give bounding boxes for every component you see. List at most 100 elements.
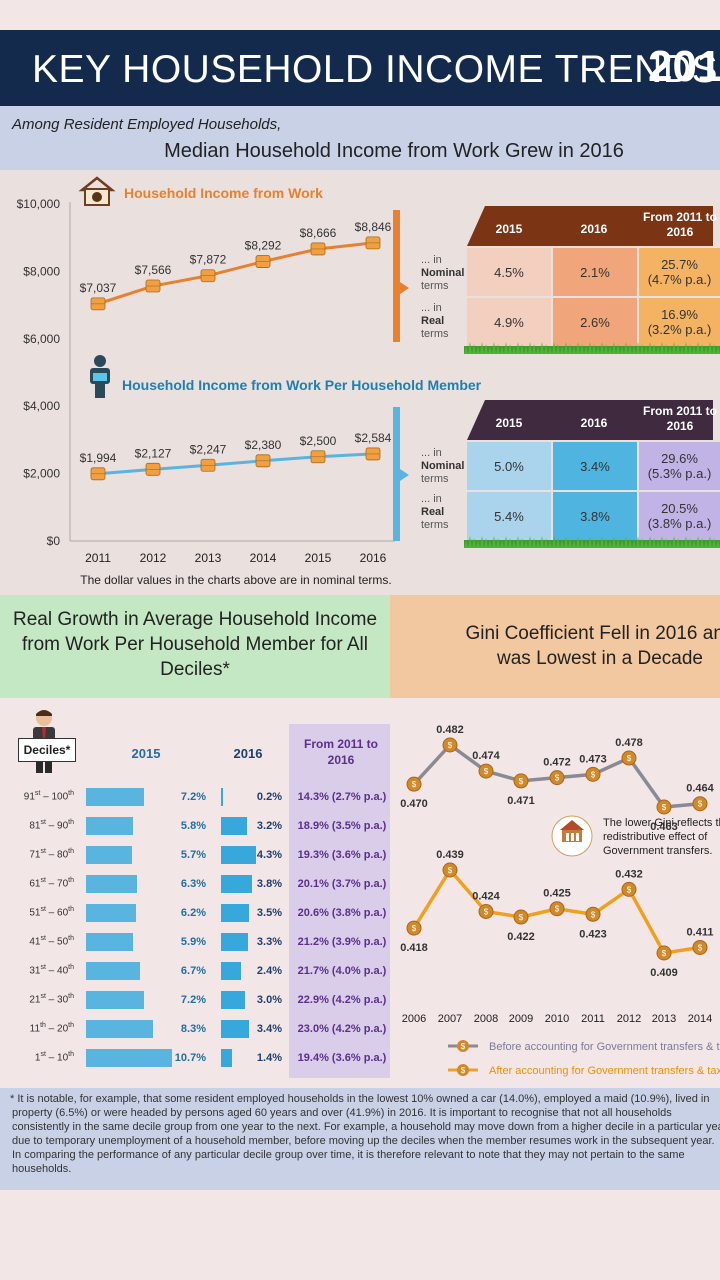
income-series-per-member-point <box>255 454 271 468</box>
value-from-2011: 19.4% (3.6% p.a.) <box>297 1052 387 1064</box>
gini-after-label: 0.423 <box>579 928 607 940</box>
decile-row: 1st – 10th 10.7% 1.4% 19.4% (3.6% p.a.) <box>0 1045 390 1073</box>
income-series-per-member-point <box>310 450 326 464</box>
svg-text:$: $ <box>448 741 453 750</box>
footnote-line-3: consistently in the same decile group fr… <box>12 1121 720 1133</box>
gini-before-point: $ <box>692 796 708 812</box>
svg-text:$: $ <box>519 777 524 786</box>
value-2015: 10.7% <box>174 1052 206 1064</box>
gini-before-point: $ <box>406 776 422 792</box>
income-x-tick: 2012 <box>140 551 167 565</box>
value-2015: 6.3% <box>180 878 206 890</box>
bar-2016 <box>221 1020 249 1038</box>
value-2016: 1.4% <box>256 1052 282 1064</box>
col-2015-header: 2015 <box>131 746 161 761</box>
gini-after-point: $ <box>513 909 529 925</box>
decile-row: 51st – 60th 6.2% 3.5% 20.6% (3.8% p.a.) <box>0 900 390 928</box>
decile-row: 61st – 70th 6.3% 3.8% 20.1% (3.7% p.a.) <box>0 871 390 899</box>
decile-label: 81st – 90th <box>29 819 74 832</box>
bar-2015 <box>86 904 136 922</box>
income-series-per-member-label: $2,247 <box>190 442 227 456</box>
t1-r1-from: 25.7% (4.7% p.a.) <box>639 248 720 296</box>
gini-header: Gini Coefficient Fell in 2016 and was Lo… <box>390 595 720 698</box>
value-2015: 5.7% <box>180 849 206 861</box>
income-series-household-label: $7,037 <box>80 281 117 295</box>
nominal-bracket-orange <box>393 210 400 342</box>
table2-header-2016: 2016 <box>580 416 608 430</box>
gini-annotation: The lower Gini reflects the redistributi… <box>603 817 720 857</box>
income-x-tick: 2011 <box>85 551 111 565</box>
value-from-2011: 21.2% (3.9% p.a.) <box>297 936 387 948</box>
bar-2016 <box>221 991 246 1009</box>
svg-text:$: $ <box>627 754 632 763</box>
decile-row: 81st – 90th 5.8% 3.2% 18.9% (3.5% p.a.) <box>0 813 390 841</box>
income-series-household-point <box>145 279 161 293</box>
from-column-bg <box>289 724 394 1078</box>
t1-r2-2016: 2.6% <box>553 298 637 346</box>
footnote-text: * It is notable, for example, that some … <box>10 1092 720 1176</box>
svg-text:$: $ <box>461 1042 466 1051</box>
value-2015: 5.8% <box>180 820 206 832</box>
income-series-household-label: $8,846 <box>355 220 392 234</box>
gini-after-point: $ <box>406 920 422 936</box>
gini-before-label: 0.474 <box>472 750 500 762</box>
gini-after-label: 0.432 <box>615 868 643 880</box>
bar-2015 <box>86 817 133 835</box>
svg-text:$: $ <box>484 908 489 917</box>
income-y-tick: $0 <box>47 534 61 548</box>
table1-row1-label: ... in Nominal terms <box>421 254 465 292</box>
t2-r2-2016: 3.8% <box>553 492 637 540</box>
value-2015: 7.2% <box>180 791 206 803</box>
gini-after-label: 0.411 <box>687 926 714 938</box>
value-from-2011: 14.3% (2.7% p.a.) <box>297 791 387 803</box>
t2-r2-from: 20.5% (3.8% p.a.) <box>639 492 720 540</box>
income-series-per-member-line <box>97 452 374 476</box>
value-from-2011: 18.9% (3.5% p.a.) <box>297 820 387 832</box>
value-from-2011: 20.6% (3.8% p.a.) <box>297 907 387 919</box>
gini-after-point: $ <box>549 901 565 917</box>
decile-label: 61st – 70th <box>29 877 74 890</box>
gini-before-point: $ <box>621 750 637 766</box>
decile-row: 91st – 100th 7.2% 0.2% 14.3% (2.7% p.a.) <box>0 784 390 812</box>
bar-2016 <box>221 933 248 951</box>
gini-before-point: $ <box>513 773 529 789</box>
gini-before-label: 0.482 <box>436 724 464 736</box>
gini-after-point: $ <box>621 881 637 897</box>
bar-2015 <box>86 846 132 864</box>
svg-text:$: $ <box>591 770 596 779</box>
income-series-household-point <box>365 236 381 250</box>
bar-2015 <box>86 788 144 806</box>
svg-text:$: $ <box>461 1066 466 1075</box>
legend-before-icon: $ <box>448 1040 478 1052</box>
value-from-2011: 20.1% (3.7% p.a.) <box>297 878 387 890</box>
decile-row: 31st – 40th 6.7% 2.4% 21.7% (4.0% p.a.) <box>0 958 390 986</box>
bar-2016 <box>221 817 248 835</box>
income-y-tick: $6,000 <box>23 332 60 346</box>
page-title: KEY HOUSEHOLD INCOME TRENDS <box>32 48 719 91</box>
income-series-household-line <box>97 241 374 306</box>
house-icon <box>78 176 116 206</box>
value-2016: 3.4% <box>256 1023 282 1035</box>
gini-x-tick: 2009 <box>509 1013 533 1025</box>
legend-after-icon: $ <box>448 1064 478 1076</box>
svg-text:$: $ <box>448 866 453 875</box>
decile-row: 11th – 20th 8.3% 3.4% 23.0% (4.2% p.a.) <box>0 1016 390 1044</box>
table1-header-2016: 2016 <box>580 222 608 236</box>
t2-r1-2015: 5.0% <box>467 442 551 490</box>
table2-row1-label: ... in Nominal terms <box>421 447 465 485</box>
bar-2015 <box>86 1049 172 1067</box>
footnote-line-6: households. <box>12 1163 72 1175</box>
col-2016-header: 2016 <box>233 746 263 761</box>
col-from-header: From 2011 to 2016 <box>303 737 379 767</box>
income-series-per-member-point <box>200 458 216 472</box>
income-series-per-member-label: $2,127 <box>135 446 172 460</box>
gini-x-tick: 2011 <box>581 1013 605 1025</box>
title-banner: KEY HOUSEHOLD INCOME TRENDS 201 <box>0 30 720 106</box>
svg-text:$: $ <box>555 774 560 783</box>
svg-text:$: $ <box>662 949 667 958</box>
svg-text:$: $ <box>484 767 489 776</box>
income-series-household-point <box>255 255 271 268</box>
bar-2015 <box>86 933 134 951</box>
footnote-line-5: In comparing the performance of any part… <box>12 1149 685 1161</box>
decile-row: 71st – 80th 5.7% 4.3% 19.3% (3.6% p.a.) <box>0 842 390 870</box>
